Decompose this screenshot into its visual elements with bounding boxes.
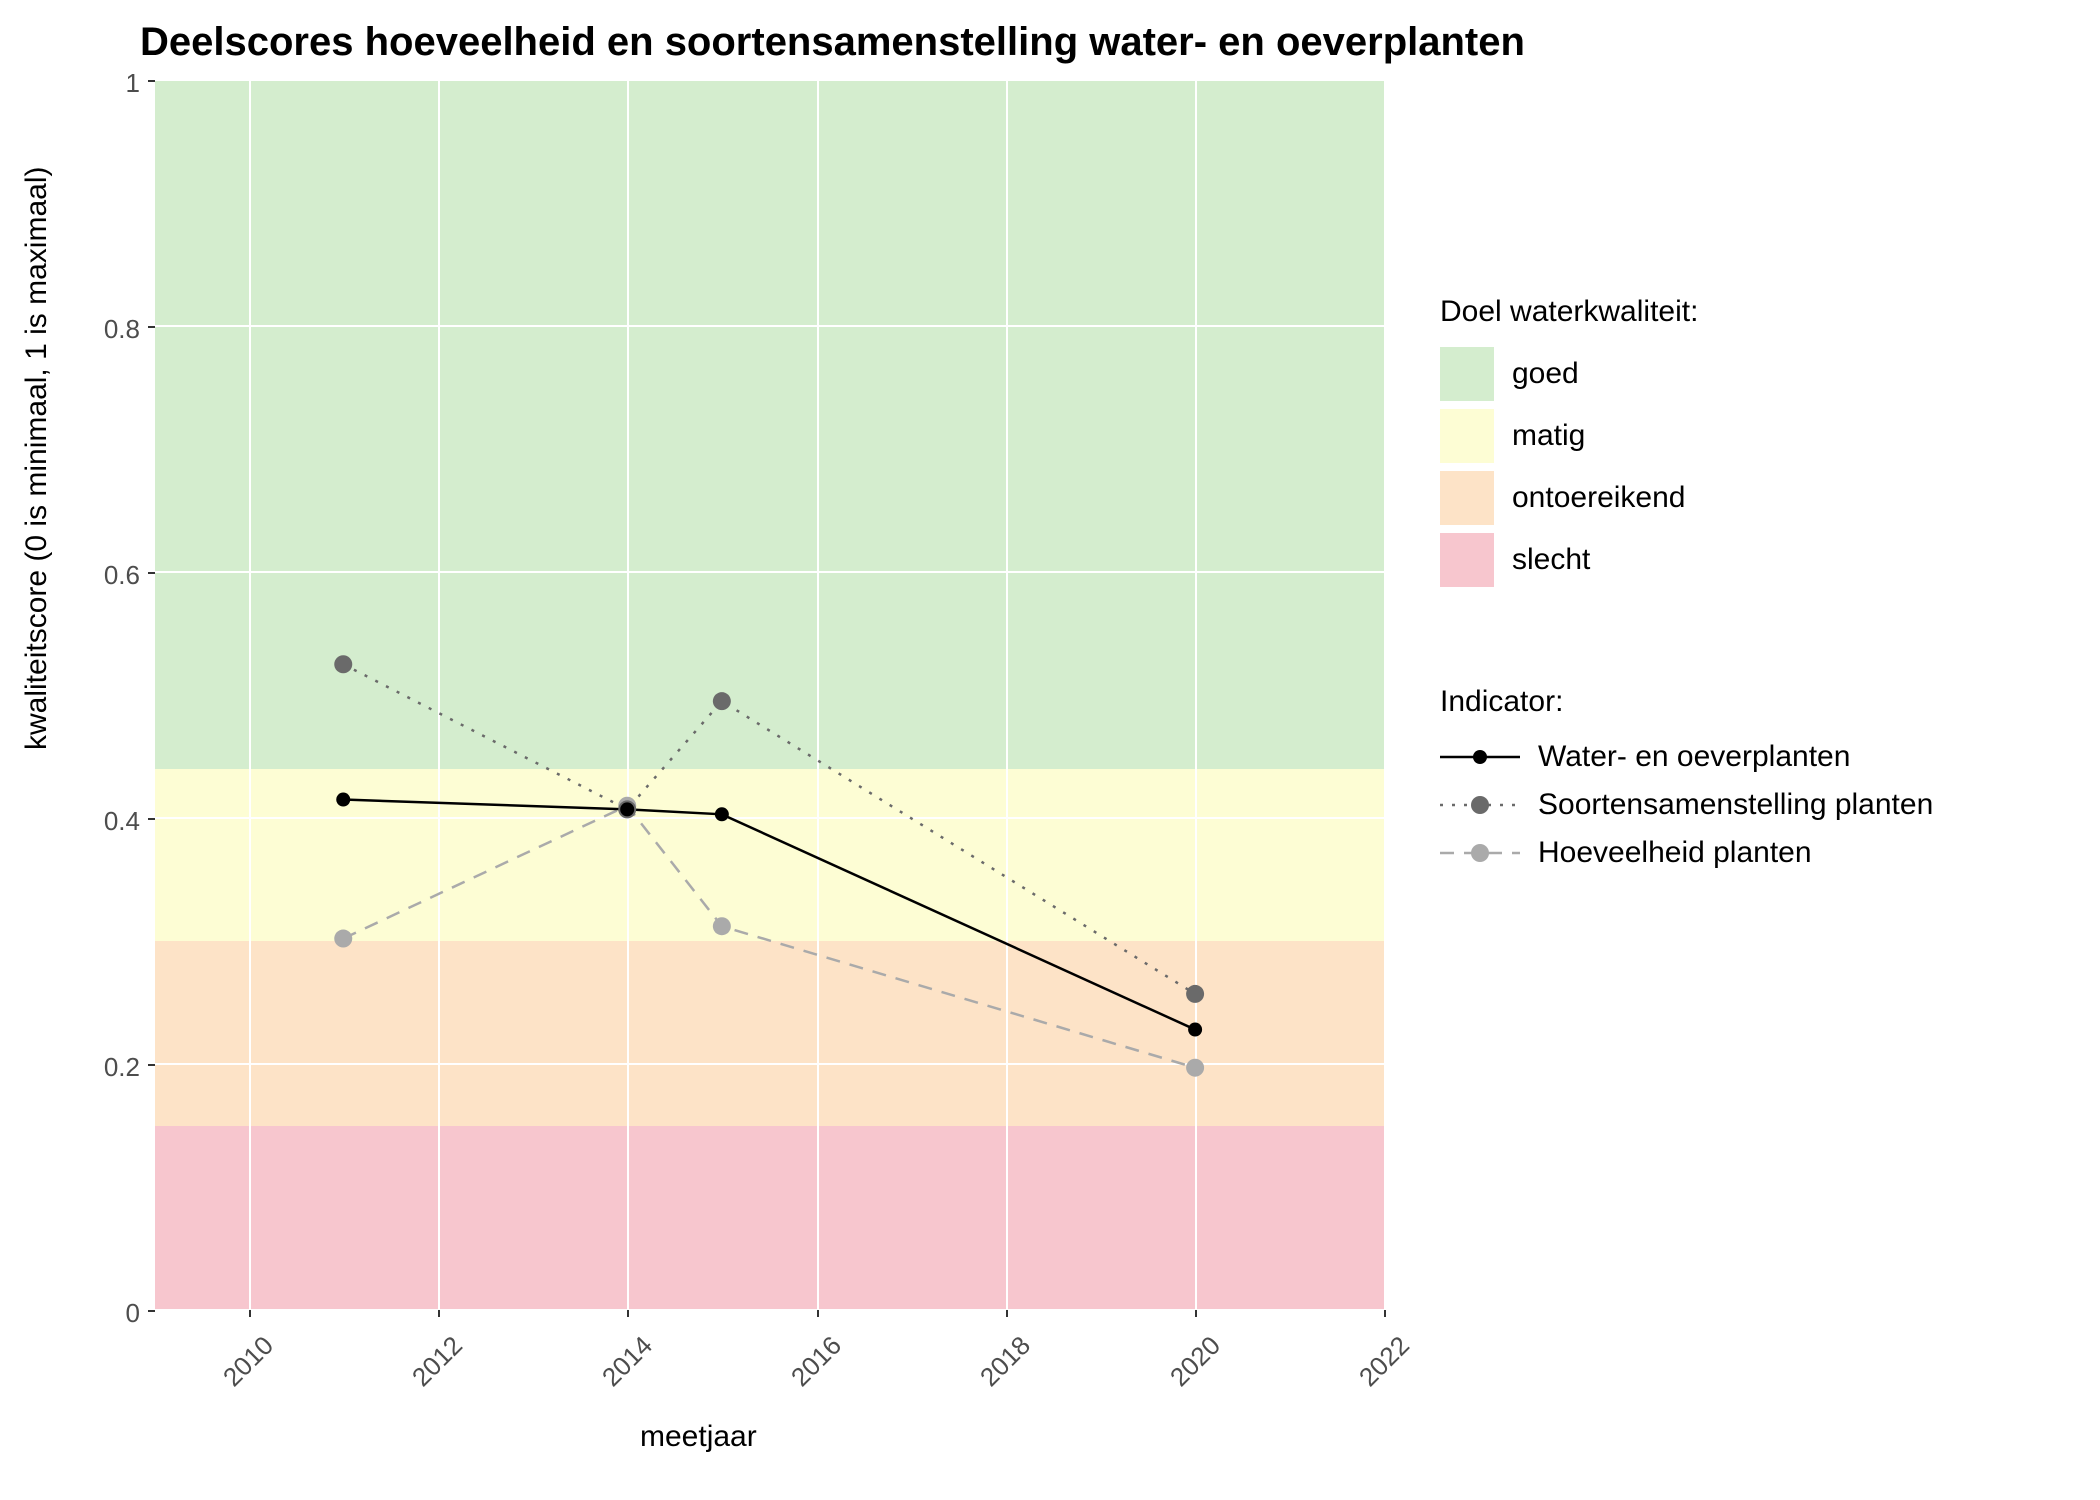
legend-band-item: matig: [1440, 409, 1698, 463]
series-line-water-oever: [343, 800, 1195, 1030]
legend-swatch-ontoereikend: [1440, 471, 1494, 525]
x-tick: [1006, 1310, 1008, 1317]
x-tick-label: 2010: [217, 1330, 280, 1393]
x-axis-label: meetjaar: [640, 1420, 757, 1454]
y-tick-label: 0.8: [60, 314, 140, 345]
plot-area: [155, 80, 1385, 1310]
y-tick: [148, 572, 155, 574]
legend-swatch-slecht: [1440, 533, 1494, 587]
x-tick: [249, 1310, 251, 1317]
series-marker-hoeveelheid: [1186, 1059, 1204, 1077]
x-tick: [817, 1310, 819, 1317]
legend-band-label: ontoereikend: [1512, 481, 1685, 515]
y-tick: [148, 80, 155, 82]
series-marker-water-oever: [620, 802, 634, 816]
x-tick: [627, 1310, 629, 1317]
chart-title: Deelscores hoeveelheid en soortensamenst…: [140, 20, 1525, 65]
y-tick: [148, 818, 155, 820]
series-marker-soorten: [713, 692, 731, 710]
legend-band-label: matig: [1512, 419, 1585, 453]
y-axis-label: kwaliteitscore (0 is minimaal, 1 is maxi…: [20, 167, 54, 750]
series-line-soorten: [343, 664, 1195, 994]
x-tick-label: 2014: [596, 1330, 659, 1393]
x-tick-label: 2022: [1353, 1330, 1416, 1393]
series-marker-hoeveelheid: [334, 930, 352, 948]
x-tick: [1384, 1310, 1386, 1317]
y-tick: [148, 1064, 155, 1066]
legend-band-item: ontoereikend: [1440, 471, 1698, 525]
y-tick-label: 0.2: [60, 1052, 140, 1083]
x-tick: [1195, 1310, 1197, 1317]
legend-series-item: Soortensamenstelling planten: [1440, 785, 1933, 825]
legend-series-label: Hoeveelheid planten: [1538, 836, 1812, 870]
legend-bands-title: Doel waterkwaliteit:: [1440, 295, 1698, 329]
series-marker-water-oever: [336, 793, 350, 807]
legend-series-label: Soortensamenstelling planten: [1538, 788, 1933, 822]
y-tick-label: 0.4: [60, 806, 140, 837]
legend-series: Indicator: Water- en oeverplanten Soorte…: [1440, 685, 1933, 881]
x-tick: [438, 1310, 440, 1317]
x-tick-label: 2020: [1164, 1330, 1227, 1393]
series-marker-soorten: [1186, 985, 1204, 1003]
legend-series-label: Water- en oeverplanten: [1538, 740, 1850, 774]
x-tick-label: 2016: [785, 1330, 848, 1393]
figure-container: Deelscores hoeveelheid en soortensamenst…: [0, 0, 2100, 1500]
legend-swatch-matig: [1440, 409, 1494, 463]
x-tick-label: 2018: [974, 1330, 1037, 1393]
series-marker-water-oever: [715, 807, 729, 821]
series-marker-soorten: [334, 655, 352, 673]
legend-swatch-goed: [1440, 347, 1494, 401]
legend-series-item: Hoeveelheid planten: [1440, 833, 1933, 873]
series-marker-water-oever: [1188, 1023, 1202, 1037]
legend-bands: Doel waterkwaliteit: goed matig ontoerei…: [1440, 295, 1698, 595]
legend-band-label: goed: [1512, 357, 1579, 391]
legend-band-item: slecht: [1440, 533, 1698, 587]
y-tick: [148, 326, 155, 328]
legend-sample-soorten: [1440, 785, 1520, 825]
y-tick-label: 0.6: [60, 560, 140, 591]
legend-sample-hoeveelheid: [1440, 833, 1520, 873]
series-line-hoeveelheid: [343, 806, 1195, 1068]
y-tick-label: 0: [60, 1298, 140, 1329]
legend-series-item: Water- en oeverplanten: [1440, 737, 1933, 777]
y-tick: [148, 1310, 155, 1312]
legend-band-item: goed: [1440, 347, 1698, 401]
y-tick-label: 1: [60, 68, 140, 99]
x-tick-label: 2012: [406, 1330, 469, 1393]
legend-band-label: slecht: [1512, 543, 1590, 577]
data-lines-svg: [155, 80, 1385, 1310]
series-marker-hoeveelheid: [713, 917, 731, 935]
legend-series-title: Indicator:: [1440, 685, 1933, 719]
legend-sample-water-oever: [1440, 737, 1520, 777]
